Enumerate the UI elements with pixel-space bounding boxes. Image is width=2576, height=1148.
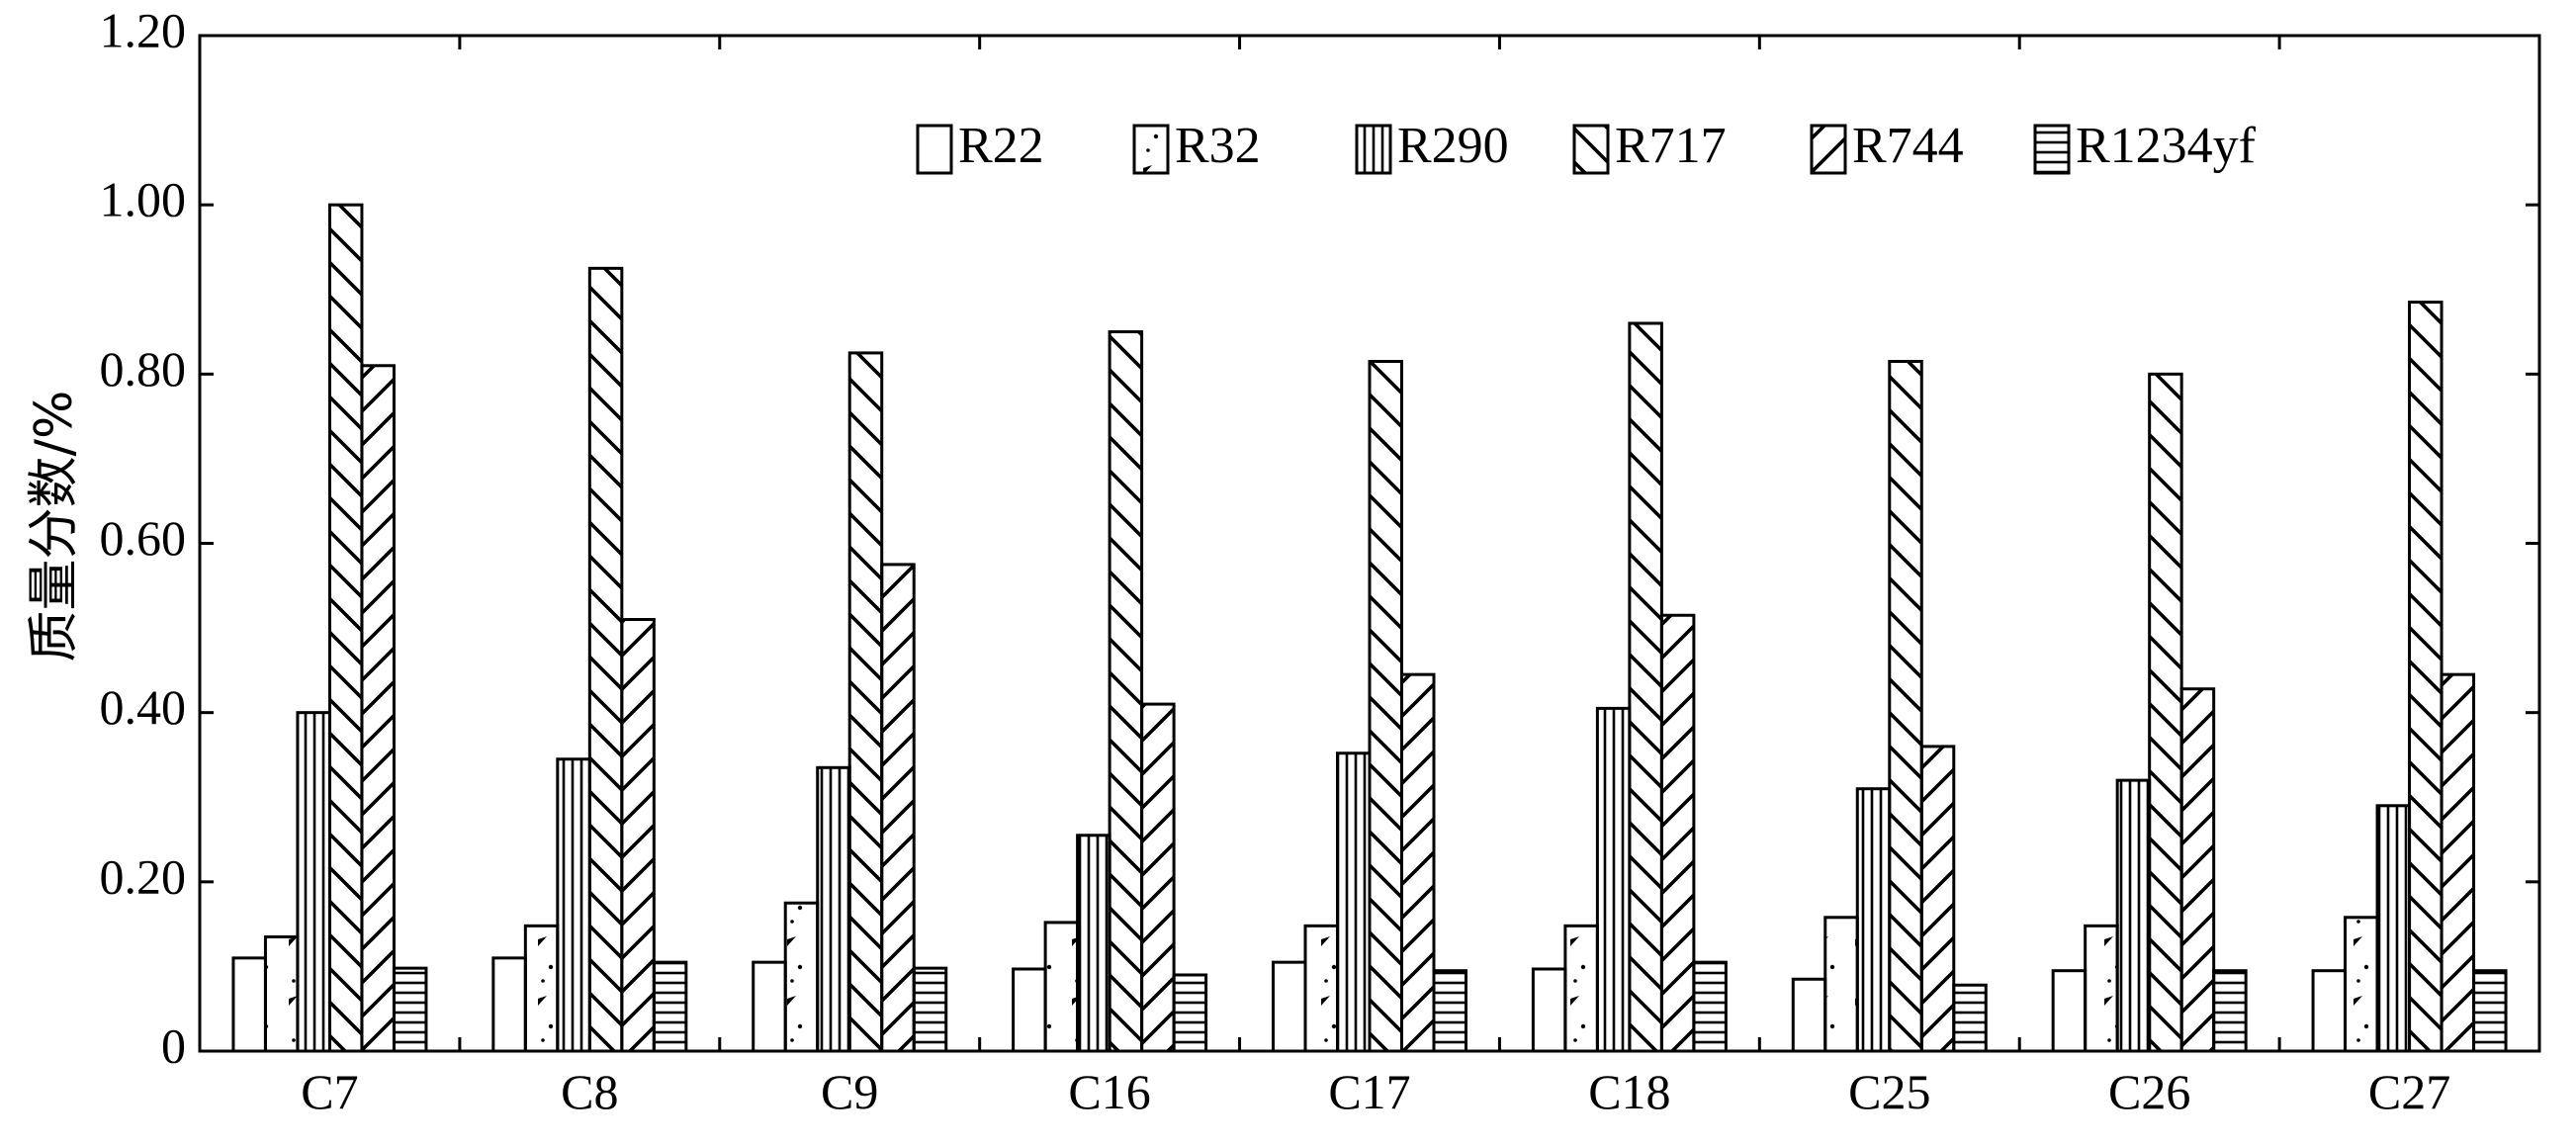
legend-swatch-r1234yf xyxy=(2033,124,2071,175)
legend-label-r1234yf: R1234yf xyxy=(2076,118,2257,174)
legend-label-r290: R290 xyxy=(1397,118,1509,174)
x-tick-label: C27 xyxy=(2368,1064,2450,1119)
bar-r1234yf-c26 xyxy=(2212,969,2248,1053)
y-tick-label: 1.20 xyxy=(100,2,187,57)
bar-r22-c16 xyxy=(1012,967,1047,1053)
bar-r32-c7 xyxy=(263,934,300,1053)
x-axis: C7 C8 C9 C16 C17 C18 C25 C26 C27 xyxy=(301,36,2450,1119)
legend-swatch-r32 xyxy=(1132,124,1170,175)
bar-r1234yf-c9 xyxy=(912,966,948,1053)
bar-r290-c7 xyxy=(296,711,331,1053)
bar-r717-c26 xyxy=(2148,372,2183,1053)
legend-label-r717: R717 xyxy=(1615,118,1727,174)
bar-r717-c8 xyxy=(587,266,624,1053)
bar-r717-c9 xyxy=(847,351,884,1053)
bar-r717-c18 xyxy=(1628,321,1663,1053)
bar-r717-c25 xyxy=(1888,359,1923,1053)
bar-r22-c8 xyxy=(491,956,527,1053)
bars xyxy=(231,203,2508,1053)
bar-r290-c25 xyxy=(1855,787,1892,1053)
legend-swatch-r744 xyxy=(1810,124,1847,175)
bar-r744-c16 xyxy=(1140,702,1176,1053)
bar-r1234yf-c17 xyxy=(1432,969,1467,1053)
legend: R22 R32 R290 R717 R744 R1234yf xyxy=(916,118,2257,175)
x-tick-label: C18 xyxy=(1588,1064,1670,1119)
legend-label-r32: R32 xyxy=(1175,118,1261,174)
bar-r744-c26 xyxy=(2179,687,2216,1053)
bar-r290-c9 xyxy=(816,765,851,1053)
bar-r744-c9 xyxy=(880,563,916,1053)
y-tick-label: 0.60 xyxy=(100,510,187,566)
bar-r290-c16 xyxy=(1076,834,1111,1053)
bar-r290-c17 xyxy=(1336,751,1372,1053)
bar-r717-c7 xyxy=(327,203,364,1053)
legend-label-r744: R744 xyxy=(1852,118,1964,174)
y-axis-title: 质量分数/% xyxy=(25,391,84,662)
bar-r744-c7 xyxy=(360,364,396,1053)
legend-label-r22: R22 xyxy=(958,118,1044,174)
bar-r717-c27 xyxy=(2408,301,2443,1053)
x-tick-label: C17 xyxy=(1328,1064,1410,1119)
bar-r32-c27 xyxy=(2344,916,2379,1053)
bar-r22-c7 xyxy=(231,956,267,1053)
bar-r22-c17 xyxy=(1272,960,1307,1053)
x-tick-label: C8 xyxy=(561,1064,618,1119)
bar-r32-c9 xyxy=(783,901,820,1053)
bar-r32-c8 xyxy=(523,924,560,1053)
bar-r32-c26 xyxy=(2084,924,2119,1053)
x-tick-label: C16 xyxy=(1068,1064,1150,1119)
y-tick-label: 0.20 xyxy=(100,848,187,904)
bar-r1234yf-c18 xyxy=(1692,960,1728,1053)
bar-r22-c9 xyxy=(752,960,787,1053)
bar-r744-c27 xyxy=(2440,672,2476,1053)
bar-r717-c17 xyxy=(1368,359,1403,1053)
y-tick-label: 0 xyxy=(161,1017,186,1073)
bar-r744-c8 xyxy=(620,618,656,1053)
bar-r1234yf-c7 xyxy=(392,966,428,1053)
bar-r290-c8 xyxy=(556,757,591,1053)
y-tick-label: 1.00 xyxy=(100,172,187,227)
plot-frame xyxy=(198,34,2541,1053)
bar-r744-c17 xyxy=(1400,672,1436,1053)
legend-swatch-r717 xyxy=(1572,124,1610,175)
x-tick-label: C26 xyxy=(2108,1064,2190,1119)
bar-r22-c18 xyxy=(1531,967,1567,1053)
bar-r290-c26 xyxy=(2115,778,2152,1053)
x-tick-label: C9 xyxy=(821,1064,878,1119)
bar-r717-c16 xyxy=(1108,330,1144,1053)
bar-r290-c18 xyxy=(1595,706,1632,1053)
bar-r1234yf-c25 xyxy=(1952,983,1988,1053)
y-tick-label: 0.80 xyxy=(100,341,187,397)
y-axis: 0 0.20 0.40 0.60 0.80 1.00 1.20 xyxy=(100,2,2539,1073)
bar-r744-c25 xyxy=(1919,745,1956,1053)
bar-r32-c25 xyxy=(1823,916,1859,1053)
legend-swatch-r22 xyxy=(916,124,953,175)
x-tick-label: C25 xyxy=(1848,1064,1930,1119)
bar-r22-c27 xyxy=(2311,969,2348,1053)
x-tick-label: C7 xyxy=(301,1064,358,1119)
bar-r32-c16 xyxy=(1043,921,1080,1053)
bar-r290-c27 xyxy=(2375,804,2412,1053)
legend-swatch-r290 xyxy=(1355,124,1392,175)
bar-r1234yf-c8 xyxy=(652,960,688,1053)
bar-r744-c18 xyxy=(1659,613,1696,1053)
bar-r22-c25 xyxy=(1791,977,1827,1053)
bar-r1234yf-c27 xyxy=(2472,969,2508,1053)
bar-r1234yf-c16 xyxy=(1172,973,1208,1053)
bar-r32-c18 xyxy=(1563,924,1599,1053)
bar-r22-c26 xyxy=(2051,969,2087,1053)
y-tick-label: 0.40 xyxy=(100,679,187,735)
bar-r32-c17 xyxy=(1303,924,1339,1053)
